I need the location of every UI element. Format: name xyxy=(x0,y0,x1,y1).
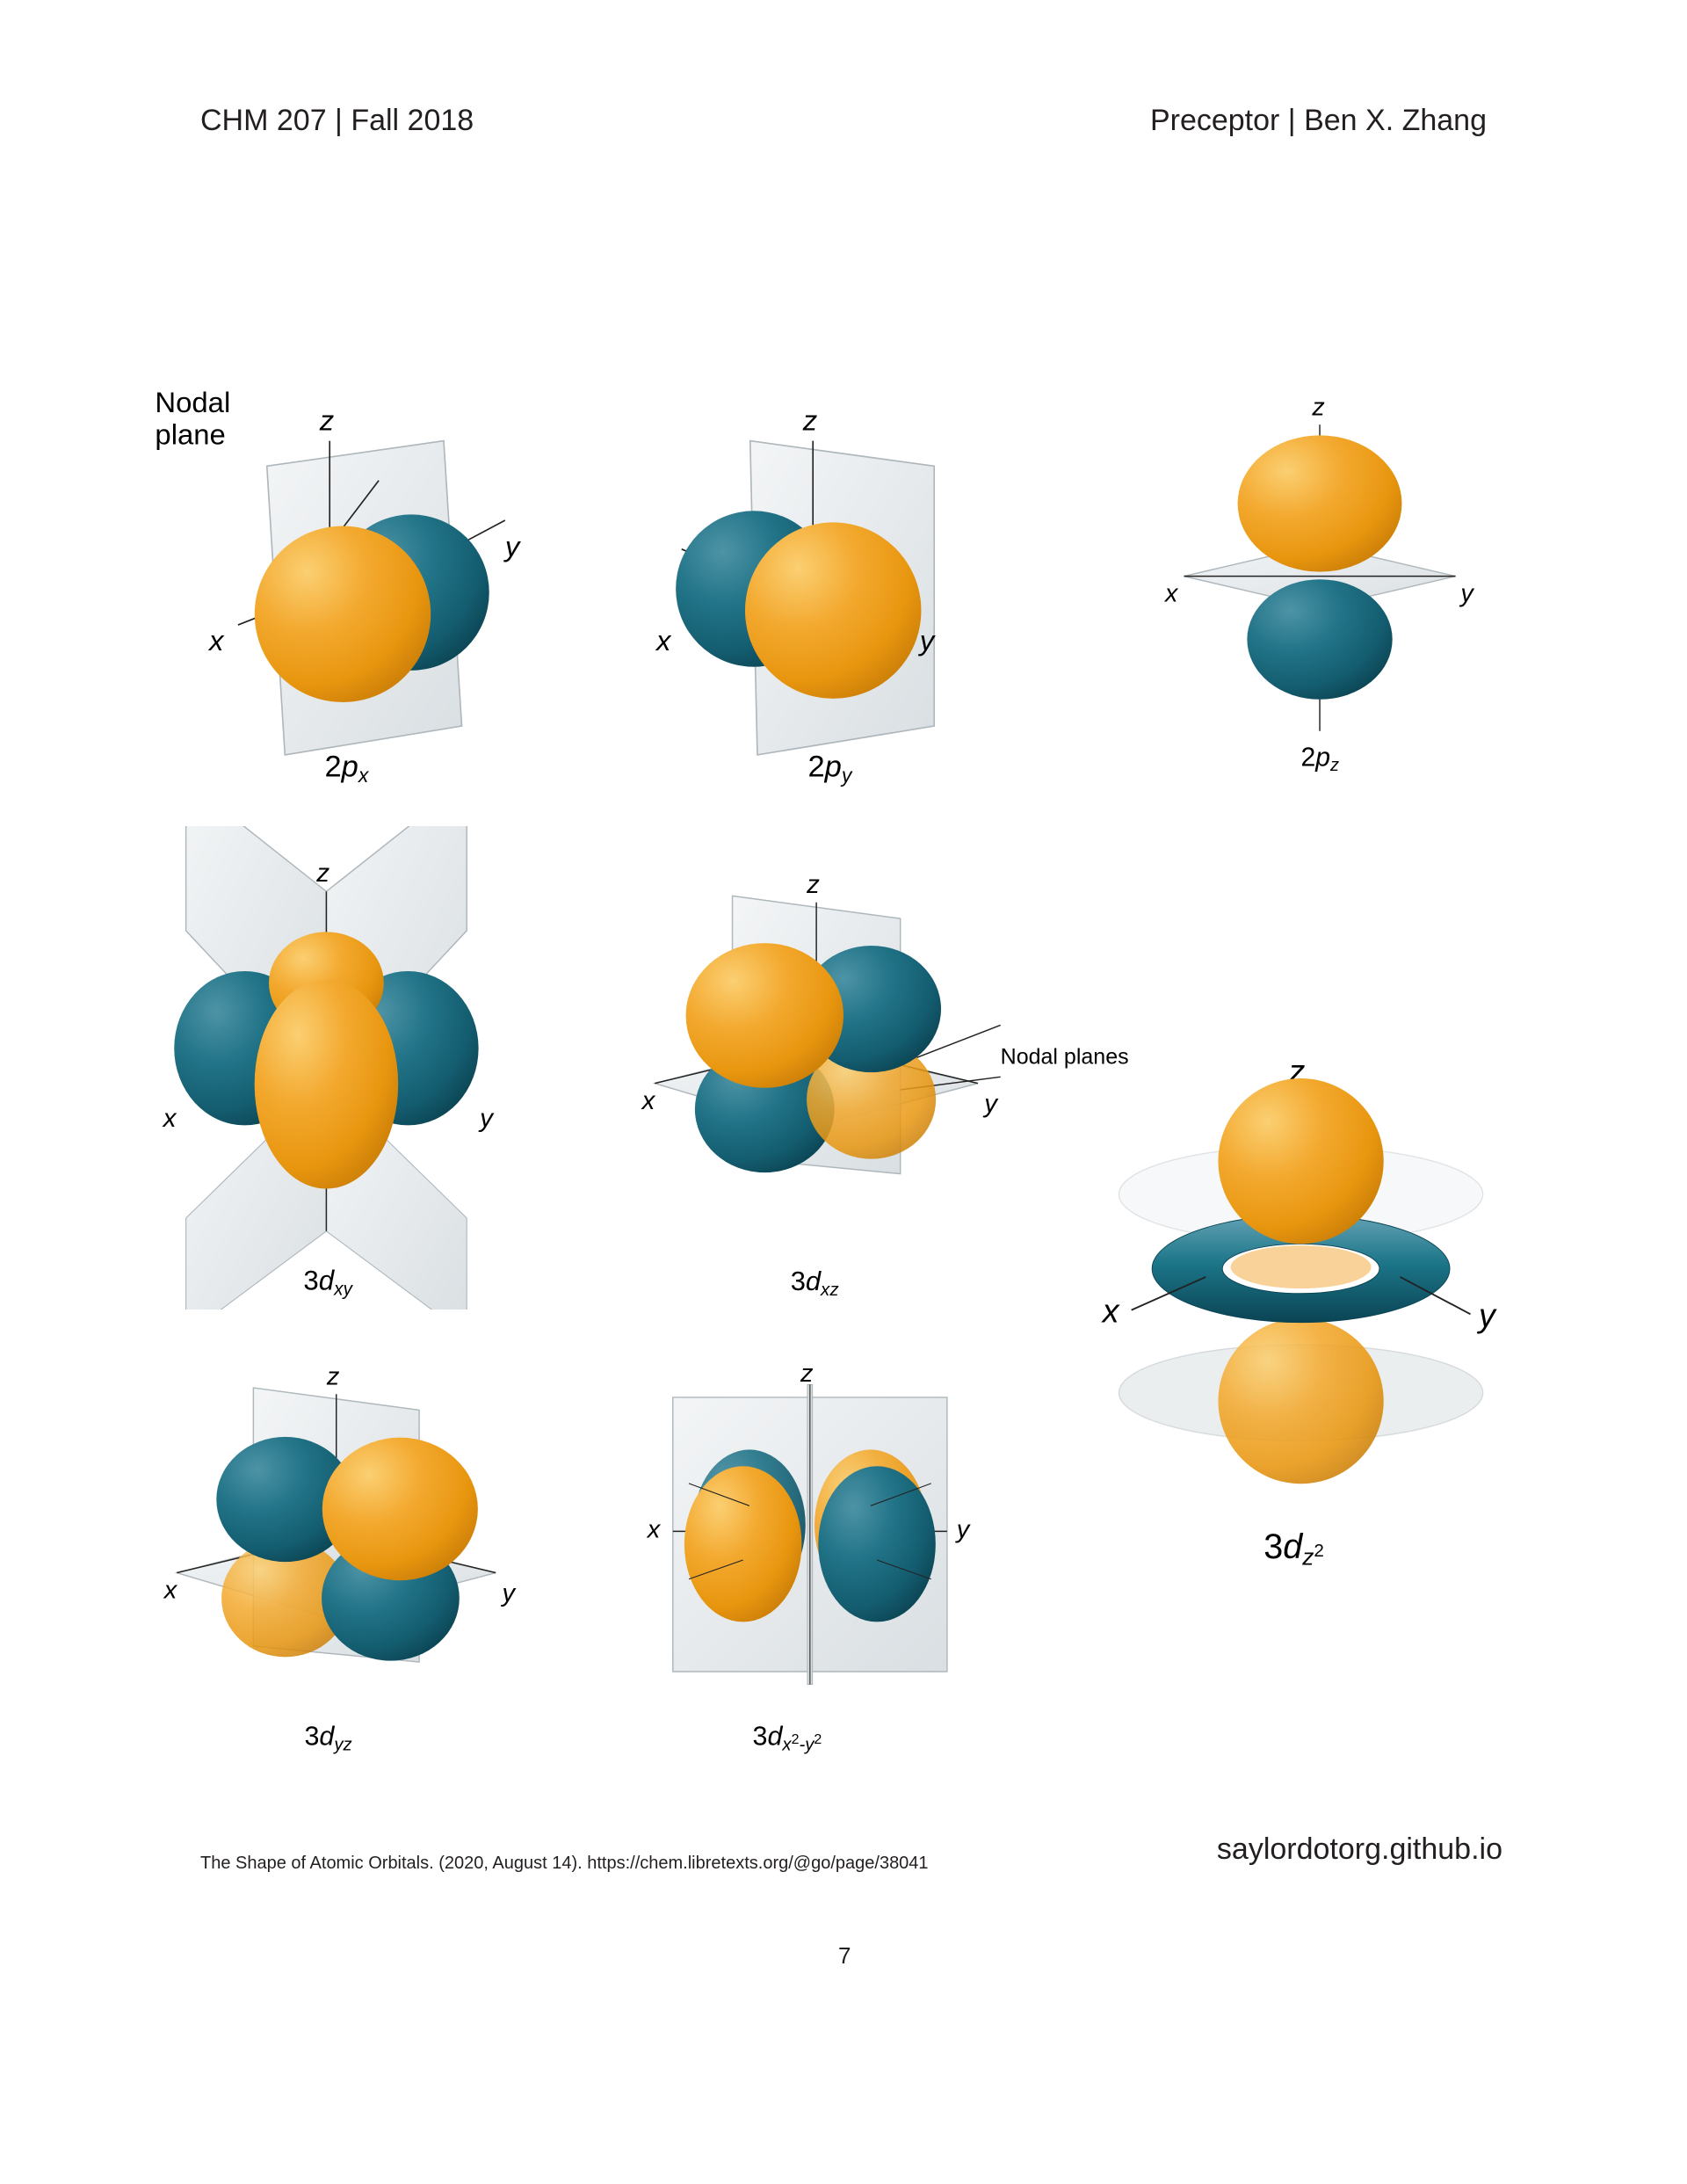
svg-text:y: y xyxy=(1459,579,1474,607)
svg-text:3dyz: 3dyz xyxy=(304,1721,351,1754)
svg-text:y: y xyxy=(503,530,522,562)
svg-text:x: x xyxy=(1101,1293,1120,1330)
svg-text:x: x xyxy=(162,1104,177,1133)
svg-text:z: z xyxy=(319,403,334,436)
svg-text:y: y xyxy=(955,1516,971,1544)
svg-text:x: x xyxy=(655,624,672,657)
svg-text:y: y xyxy=(1476,1296,1497,1333)
svg-text:3dxz: 3dxz xyxy=(791,1266,839,1300)
svg-text:y: y xyxy=(500,1579,516,1607)
svg-text:x: x xyxy=(1163,579,1179,607)
svg-text:x: x xyxy=(163,1577,178,1605)
svg-text:x: x xyxy=(641,1086,656,1115)
svg-text:z: z xyxy=(800,1362,814,1388)
svg-text:plane: plane xyxy=(155,418,225,451)
svg-text:z: z xyxy=(1311,393,1324,421)
svg-text:2px: 2px xyxy=(324,751,369,787)
svg-text:x: x xyxy=(646,1516,662,1544)
svg-text:z: z xyxy=(806,870,820,899)
svg-text:3dx2-y2: 3dx2-y2 xyxy=(753,1721,822,1754)
svg-text:2py: 2py xyxy=(807,751,852,787)
svg-text:3dxy: 3dxy xyxy=(303,1266,353,1300)
svg-text:Nodal: Nodal xyxy=(155,387,230,418)
svg-text:z: z xyxy=(315,859,329,888)
svg-text:z: z xyxy=(326,1362,340,1390)
svg-text:3dz2: 3dz2 xyxy=(1263,1527,1324,1571)
svg-text:z: z xyxy=(802,403,817,436)
svg-text:x: x xyxy=(207,624,225,657)
svg-text:2pz: 2pz xyxy=(1300,743,1339,775)
svg-text:y: y xyxy=(918,624,937,657)
svg-text:y: y xyxy=(478,1104,495,1133)
svg-text:y: y xyxy=(982,1090,999,1119)
